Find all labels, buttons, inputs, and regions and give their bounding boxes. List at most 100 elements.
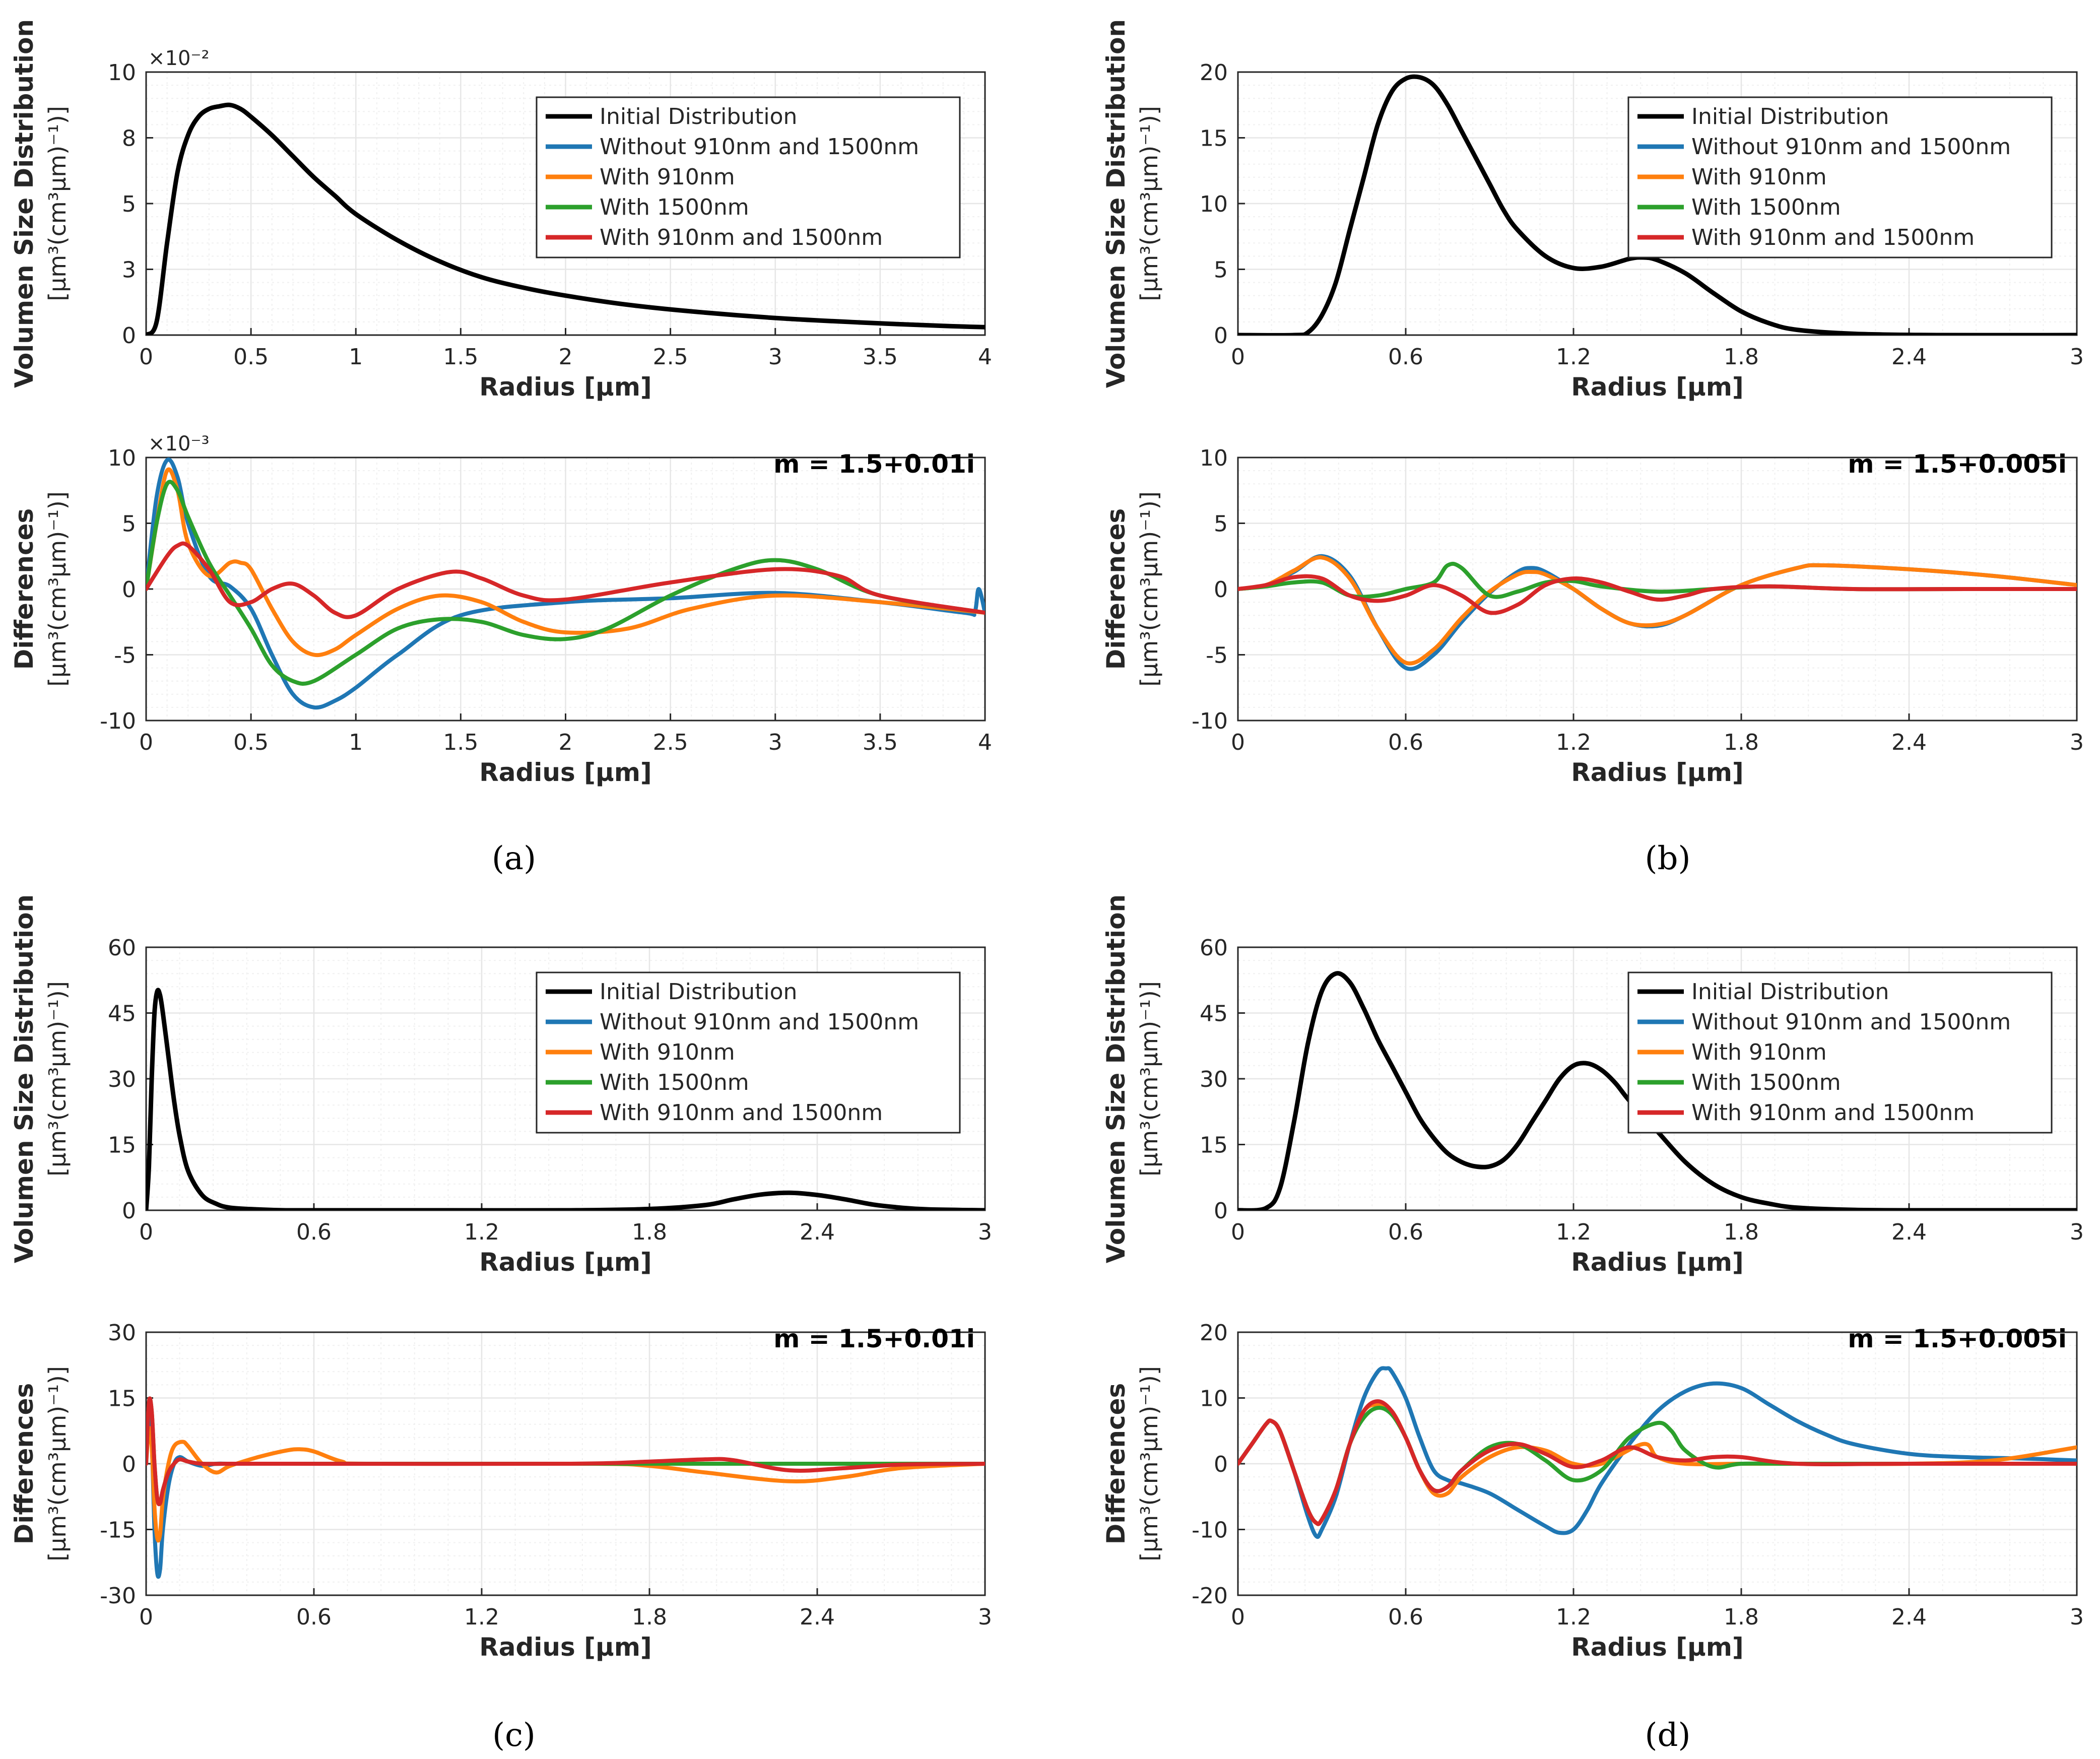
y-axis-title: Volumen Size Distribution [10, 19, 39, 388]
y-tick-label: 20 [1200, 1320, 1228, 1346]
legend-label: With 910nm and 1500nm [1691, 225, 1975, 250]
y-axis-unit: [μm³(cm³μm)⁻¹)] [1136, 491, 1163, 687]
x-tick-label: 1.2 [464, 1604, 499, 1630]
x-axis-title: Radius [μm] [1571, 1633, 1744, 1662]
y-tick-label: 0 [1214, 323, 1228, 349]
y-tick-label: -5 [1206, 643, 1228, 669]
y-tick-label: 5 [1214, 257, 1228, 283]
chart-b_bottom: 0 0.6 1.2 1.8 2.4 3 -10 -5 0 5 10 Radius [μm] Differ… [1101, 445, 2084, 787]
y-axis-unit: [μm³(cm³μm)⁻¹)] [44, 1366, 71, 1561]
y-tick-label: 10 [1200, 191, 1228, 217]
legend-label: Initial Distribution [1691, 979, 1889, 1005]
y-axis-title: Volumen Size Distribution [10, 894, 39, 1263]
axis-exponent-label: ×10⁻² [148, 47, 210, 70]
x-tick-label: 1 [349, 344, 363, 370]
x-tick-label: 1.5 [443, 344, 478, 370]
x-tick-label: 0 [1231, 1604, 1245, 1630]
x-tick-label: 2.5 [653, 730, 688, 755]
y-axis-title: Volumen Size Distribution [1101, 894, 1131, 1263]
x-tick-label: 2.4 [800, 1219, 835, 1245]
y-tick-label: 20 [1200, 60, 1228, 86]
x-tick-label: 0 [139, 1604, 153, 1630]
x-tick-label: 2 [559, 344, 573, 370]
y-tick-label: 8 [122, 126, 136, 152]
legend-label: Without 910nm and 1500nm [600, 1009, 919, 1035]
x-tick-label: 3.5 [863, 344, 898, 370]
x-tick-label: 3 [768, 344, 782, 370]
series-line-initial-distribution [1238, 971, 2077, 1210]
x-tick-label: 3.5 [863, 730, 898, 755]
legend-label: With 910nm [1691, 164, 1827, 190]
axes-box [1237, 71, 2078, 336]
axes-box [1237, 946, 2078, 1211]
y-tick-label: 15 [1200, 1133, 1228, 1158]
chart-b_top: 0 0.6 1.2 1.8 2.4 3 0 5 10 15 20 Radius [μm] Volumen… [1101, 19, 2084, 402]
x-tick-label: 2.4 [1891, 730, 1927, 755]
series-line-with-1500nm [146, 480, 985, 686]
x-tick-label: 0.6 [296, 1604, 332, 1630]
y-tick-label: 30 [108, 1067, 136, 1092]
x-axis-title: Radius [μm] [479, 1248, 652, 1277]
legend-label: With 1500nm [1691, 1070, 1841, 1095]
y-tick-label: 60 [108, 935, 136, 961]
x-tick-label: 4 [978, 730, 992, 755]
y-axis-title: Differences [10, 1383, 39, 1545]
series-line-initial-distribution [146, 988, 985, 1210]
x-tick-label: 1.2 [464, 1219, 499, 1245]
y-tick-label: 0 [122, 1198, 136, 1224]
legend-label: With 910nm and 1500nm [600, 225, 883, 250]
y-tick-label: 10 [108, 60, 136, 86]
legend-label: With 910nm [600, 1039, 735, 1065]
y-tick-label: 0 [122, 1452, 136, 1477]
x-tick-label: 0.5 [233, 344, 269, 370]
y-tick-label: -30 [100, 1583, 136, 1609]
x-tick-label: 3 [2070, 1604, 2084, 1630]
x-tick-label: 1 [349, 730, 363, 755]
y-tick-label: 30 [108, 1320, 136, 1346]
y-tick-label: -15 [100, 1518, 136, 1543]
series-line-with-910nm [146, 467, 985, 658]
x-axis-title: Radius [μm] [479, 1633, 652, 1662]
legend-label: Without 910nm and 1500nm [1691, 1009, 2011, 1035]
y-axis-title: Volumen Size Distribution [1101, 19, 1131, 388]
x-tick-label: 1.8 [632, 1219, 667, 1245]
legend: Initial Distribution Without 910nm and 15… [1627, 971, 2053, 1134]
x-tick-label: 4 [978, 344, 992, 370]
legend-label: With 910nm and 1500nm [600, 1100, 883, 1126]
y-tick-label: 60 [1200, 935, 1228, 961]
legend-label: Without 910nm and 1500nm [1691, 134, 2011, 160]
refractive-index-annotation: m = 1.5+0.01i [773, 449, 975, 479]
legend: Initial Distribution Without 910nm and 15… [536, 971, 961, 1134]
x-tick-label: 1.2 [1556, 344, 1591, 370]
legend-label: Initial Distribution [600, 104, 797, 129]
legend-label: With 1500nm [600, 194, 749, 220]
legend-label: With 910nm and 1500nm [1691, 1100, 1975, 1126]
y-tick-label: -10 [1192, 1518, 1228, 1543]
legend-label: With 910nm [600, 164, 735, 190]
x-tick-label: 0 [1231, 1219, 1245, 1245]
series-line-with-910nm [146, 1426, 985, 1543]
x-tick-label: 2.5 [653, 344, 688, 370]
x-tick-label: 2.4 [800, 1604, 835, 1630]
series-line-with-910nm-and-1500nm [146, 541, 985, 619]
x-axis-title: Radius [μm] [1571, 1248, 1744, 1277]
x-tick-label: 0 [139, 344, 153, 370]
x-tick-label: 3 [2070, 730, 2084, 755]
x-tick-label: 2 [559, 730, 573, 755]
x-tick-label: 3 [768, 730, 782, 755]
chart-a_top: 0 0.5 1 1.5 2 2.5 3 3.5 4 0 3 5 8 10 ×10⁻² Radius [μm] V… [10, 19, 992, 402]
x-tick-label: 0.6 [296, 1219, 332, 1245]
series-line-with-910nm-and-1500nm [146, 1396, 985, 1507]
legend-box [1627, 971, 2053, 1134]
series-line-with-910nm-and-1500nm [1238, 574, 2077, 615]
y-tick-label: 15 [1200, 126, 1228, 152]
chart-c_bottom: 0 0.6 1.2 1.8 2.4 3 -30 -15 0 15 30 Radius [μm] Diff… [10, 1320, 992, 1662]
x-tick-label: 2.4 [1891, 1219, 1927, 1245]
x-tick-label: 0.5 [233, 730, 269, 755]
x-tick-label: 1.8 [1724, 1604, 1759, 1630]
refractive-index-annotation: m = 1.5+0.005i [1848, 1324, 2067, 1353]
y-tick-label: 45 [108, 1001, 136, 1027]
